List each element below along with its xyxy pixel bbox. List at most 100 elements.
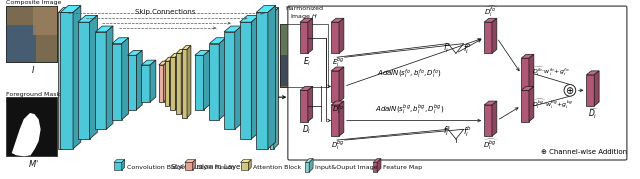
Polygon shape [127,50,142,55]
Bar [6,97,58,156]
Polygon shape [300,90,308,122]
Polygon shape [136,50,142,110]
Polygon shape [182,45,191,49]
Text: Style Fusion in Layer $i$: Style Fusion in Layer $i$ [170,162,249,172]
Polygon shape [241,162,248,170]
Polygon shape [170,57,173,106]
Polygon shape [60,6,81,12]
Polygon shape [195,55,204,110]
Polygon shape [164,61,170,106]
Polygon shape [182,49,187,118]
Polygon shape [274,8,278,149]
Polygon shape [224,32,235,129]
Bar [6,25,36,62]
Polygon shape [270,8,278,12]
Polygon shape [95,32,106,129]
Text: $f_i^s$: $f_i^s$ [443,125,451,138]
Polygon shape [195,50,209,55]
Polygon shape [521,54,534,58]
Polygon shape [95,26,113,32]
Polygon shape [127,55,136,110]
Polygon shape [185,159,195,162]
Polygon shape [339,18,344,53]
Polygon shape [300,18,313,22]
Polygon shape [58,12,62,149]
FancyBboxPatch shape [288,6,627,160]
Text: $\widehat{D_i^{fo}}$: $\widehat{D_i^{fo}}$ [484,5,498,19]
Polygon shape [339,67,344,102]
Text: $f_i^b$: $f_i^b$ [463,124,471,139]
Polygon shape [373,162,377,172]
Text: $D_i^{fo}$: $D_i^{fo}$ [332,104,344,117]
Polygon shape [484,18,497,22]
Polygon shape [373,159,381,162]
Polygon shape [224,26,241,32]
Polygon shape [60,12,73,149]
Polygon shape [241,159,252,162]
Polygon shape [248,159,252,170]
Polygon shape [484,105,492,136]
Polygon shape [235,26,241,129]
Text: Composite Image: Composite Image [6,0,61,5]
Bar [280,24,328,87]
Polygon shape [529,86,534,122]
Polygon shape [112,43,122,120]
Polygon shape [114,159,125,162]
Text: $E_i$: $E_i$ [303,55,311,68]
Polygon shape [13,114,40,156]
Polygon shape [106,26,113,129]
Text: Input&Ouput Image: Input&Ouput Image [315,165,378,170]
Polygon shape [586,71,599,75]
Polygon shape [164,61,168,102]
Polygon shape [187,45,191,118]
Polygon shape [170,57,175,110]
Text: $\oplus$: $\oplus$ [565,85,575,96]
Polygon shape [175,53,179,110]
Polygon shape [332,105,339,136]
Polygon shape [332,22,339,53]
Polygon shape [164,57,173,61]
Text: $f_i^b$: $f_i^b$ [463,41,471,56]
Polygon shape [492,18,497,53]
Polygon shape [90,15,97,139]
Polygon shape [150,60,156,102]
Polygon shape [270,12,274,149]
Polygon shape [209,43,219,120]
Polygon shape [308,18,313,53]
Bar [6,6,58,62]
Polygon shape [492,101,497,136]
Text: Style Fusion: Style Fusion [198,165,236,170]
Text: $E_i^{bg}$: $E_i^{bg}$ [332,55,344,69]
Polygon shape [176,49,185,53]
Polygon shape [73,6,81,149]
Polygon shape [159,65,164,102]
Polygon shape [484,101,497,105]
Polygon shape [58,8,67,12]
Polygon shape [122,159,125,170]
Polygon shape [219,38,226,120]
Polygon shape [78,15,97,22]
Polygon shape [332,67,344,71]
Polygon shape [62,8,67,149]
Polygon shape [78,22,90,139]
Text: $\widehat{D_i}$: $\widehat{D_i}$ [588,107,598,121]
Text: $D_i^{bg}$: $D_i^{bg}$ [331,138,345,152]
Polygon shape [332,101,344,105]
Bar [280,24,328,55]
Polygon shape [484,22,492,53]
Polygon shape [305,159,313,162]
Circle shape [564,84,576,96]
Polygon shape [308,86,313,122]
Bar [6,6,58,62]
Polygon shape [305,162,309,172]
Polygon shape [239,22,252,139]
Polygon shape [300,86,313,90]
Polygon shape [300,22,308,53]
Polygon shape [256,12,268,149]
Polygon shape [332,18,344,22]
Text: Harmonized
Image $H$: Harmonized Image $H$ [285,6,323,21]
Text: Convolution Block: Convolution Block [127,165,184,170]
Polygon shape [185,162,193,170]
Text: Foreground Mask: Foreground Mask [6,92,60,97]
Polygon shape [332,71,339,102]
